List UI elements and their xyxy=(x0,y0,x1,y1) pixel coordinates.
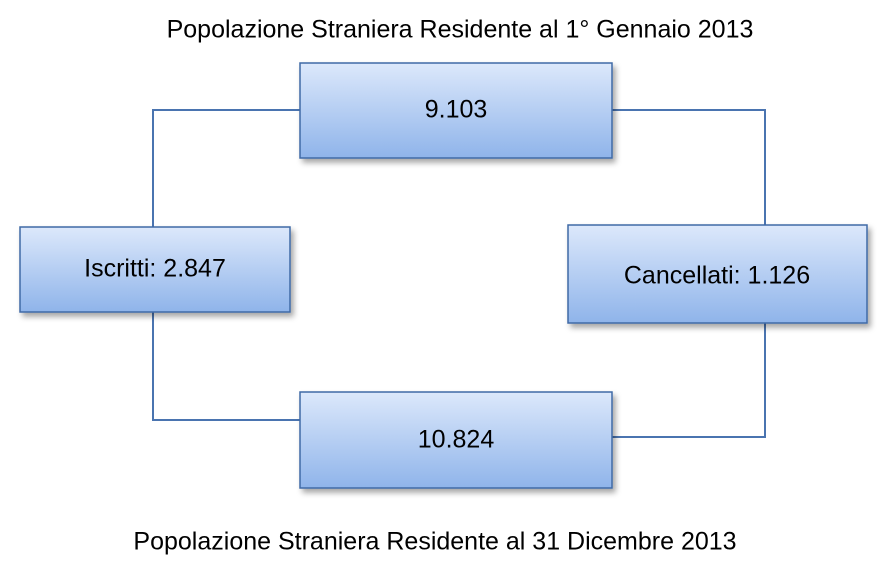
connector xyxy=(152,109,300,227)
node-box xyxy=(567,224,868,324)
connector xyxy=(612,109,766,225)
node-box xyxy=(299,62,613,159)
connector xyxy=(152,312,300,421)
footer-title: Popolazione Straniera Residente al 31 Di… xyxy=(133,528,736,556)
node-label: Cancellati: 1.126 xyxy=(624,262,810,290)
node-label: 10.824 xyxy=(418,426,495,454)
header-title: Popolazione Straniera Residente al 1° Ge… xyxy=(167,16,754,44)
node-label: 9.103 xyxy=(425,96,488,124)
node-label: Iscritti: 2.847 xyxy=(84,255,226,283)
node-box xyxy=(299,391,613,489)
node-box xyxy=(19,226,291,313)
connector xyxy=(612,323,766,438)
